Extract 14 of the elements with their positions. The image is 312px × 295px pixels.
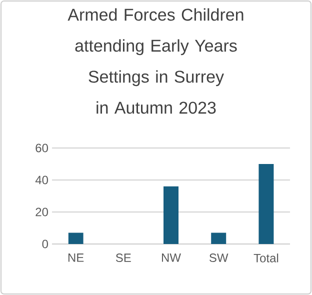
y-tick-label: 40 bbox=[35, 176, 48, 184]
y-tick-label: 0 bbox=[42, 240, 48, 248]
chart-title: Armed Forces Children attending Early Years Settings in Surrey in Autumn 2023 bbox=[68, 8, 244, 114]
x-tick-label: NW bbox=[162, 254, 181, 262]
y-tick-label: 20 bbox=[36, 208, 48, 216]
y-tick-label: 60 bbox=[36, 144, 48, 152]
x-tick-label: SE bbox=[116, 254, 131, 262]
x-tick-label: Total bbox=[254, 254, 278, 262]
x-tick-label: NE bbox=[68, 254, 84, 262]
bar bbox=[211, 232, 226, 244]
x-tick-label: SW bbox=[209, 254, 228, 262]
bar bbox=[258, 164, 274, 244]
bar bbox=[164, 186, 179, 244]
bar bbox=[68, 232, 84, 244]
